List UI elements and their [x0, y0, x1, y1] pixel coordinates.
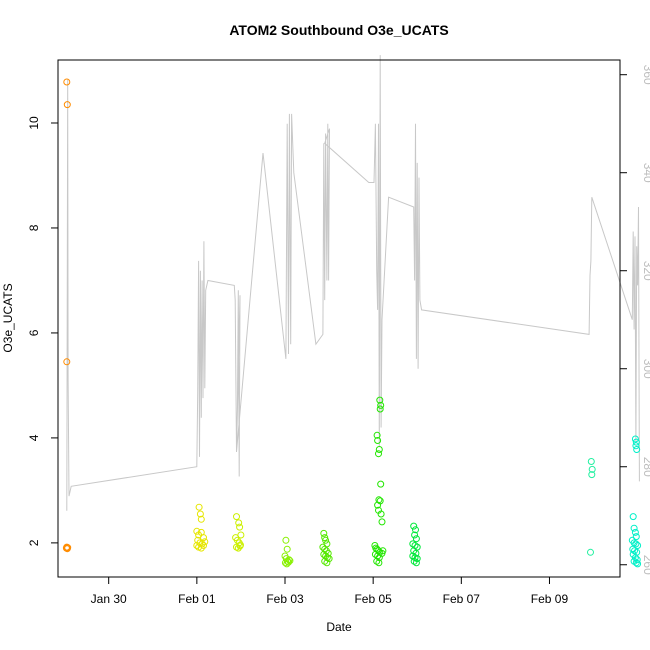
data-point — [200, 542, 207, 549]
data-point — [375, 559, 383, 567]
data-point — [377, 401, 385, 409]
altitude-line-layer — [66, 55, 640, 511]
data-point — [587, 548, 594, 556]
data-point — [64, 544, 72, 552]
data-point — [319, 543, 327, 551]
data-point — [200, 534, 207, 542]
chart-title: ATOM2 Southbound O3e_UCATS — [229, 22, 448, 38]
x-tick-label: Jan 30 — [91, 592, 127, 606]
data-point — [410, 522, 418, 530]
data-point — [373, 431, 381, 439]
data-point — [632, 540, 640, 548]
data-point — [631, 554, 639, 562]
data-point — [632, 559, 640, 567]
data-point — [237, 531, 245, 539]
x-tick-label: Feb 03 — [266, 592, 304, 606]
data-point — [379, 547, 387, 555]
data-points-layer — [62, 78, 642, 568]
y-tick-label: 8 — [27, 224, 41, 231]
x-axis-label: Date — [326, 620, 352, 634]
data-point — [321, 545, 329, 553]
data-point — [197, 515, 205, 523]
data-point — [412, 559, 420, 567]
data-point — [323, 559, 331, 567]
data-point — [376, 405, 384, 413]
data-point — [377, 480, 385, 488]
data-point — [412, 535, 420, 543]
data-point — [631, 435, 639, 443]
y-tick-label: 10 — [27, 116, 41, 130]
data-point — [634, 542, 642, 549]
data-point — [63, 101, 71, 109]
data-point — [236, 542, 244, 550]
data-point — [282, 536, 290, 544]
data-point — [235, 519, 243, 527]
data-point — [633, 446, 641, 453]
data-point — [634, 560, 642, 568]
x-tick-label: Feb 07 — [443, 592, 481, 606]
data-point — [630, 524, 638, 532]
altitude-line — [66, 55, 640, 511]
plot-frame — [57, 59, 621, 578]
data-point — [322, 536, 330, 544]
data-point — [374, 501, 382, 509]
y-axis-label: O3e_UCATS — [1, 283, 15, 352]
axes-layer: Jan 30 Feb 01 Feb 03 Feb 05 Feb 07 Feb 09 2 4 6 8… — [27, 65, 650, 606]
data-point — [193, 527, 201, 535]
data-point — [281, 559, 289, 567]
data-point — [588, 465, 596, 473]
data-point — [413, 543, 421, 551]
data-point — [234, 544, 242, 552]
data-point — [375, 450, 382, 458]
data-point — [376, 396, 384, 404]
data-point — [631, 528, 639, 536]
data-point — [632, 438, 640, 446]
data-point — [283, 545, 291, 553]
y-tick-label: 4 — [27, 434, 41, 441]
right-y-tick-label: 280 — [641, 457, 650, 477]
right-y-tick-label: 260 — [641, 555, 650, 575]
data-point — [411, 531, 419, 539]
x-tick-label: Feb 01 — [178, 592, 216, 606]
right-y-tick-label: 340 — [641, 163, 650, 183]
data-point — [374, 437, 382, 444]
data-point — [63, 358, 71, 366]
data-point — [196, 510, 204, 518]
y-tick-label: 2 — [27, 539, 41, 546]
data-point — [195, 503, 203, 511]
data-point — [63, 78, 71, 86]
data-point — [632, 442, 640, 450]
y-tick-label: 6 — [27, 329, 41, 336]
data-point — [629, 513, 637, 521]
data-point — [378, 518, 386, 526]
data-point — [377, 510, 385, 518]
data-point — [285, 558, 292, 566]
data-point — [412, 526, 419, 534]
data-point — [201, 538, 209, 546]
data-point — [236, 523, 244, 531]
data-point — [375, 446, 383, 453]
data-point — [233, 513, 240, 521]
x-tick-label: Feb 05 — [354, 592, 392, 606]
data-point — [286, 557, 294, 565]
right-y-tick-label: 300 — [641, 359, 650, 379]
data-point — [588, 471, 596, 479]
right-y-tick-label: 320 — [641, 261, 650, 281]
data-point — [587, 458, 595, 465]
x-tick-label: Feb 09 — [531, 592, 569, 606]
right-y-tick-label: 360 — [641, 65, 650, 85]
data-point — [632, 533, 640, 541]
data-point — [320, 529, 328, 537]
